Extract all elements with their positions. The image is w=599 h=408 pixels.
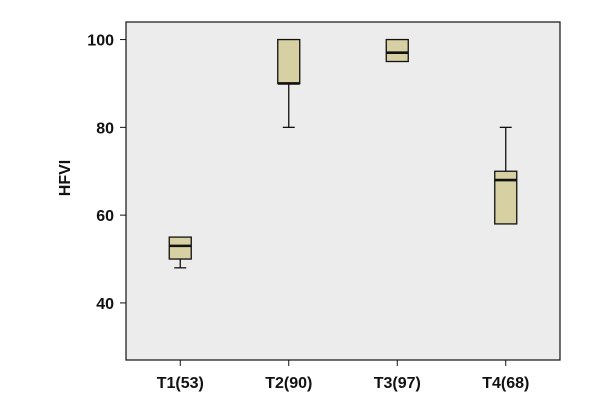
box-body [168,236,192,260]
y-tick-label: 100 [87,33,114,50]
x-axis: T1(53) T2(90) T3(97) T4(68) [157,360,529,392]
box-body [494,170,518,225]
plot-area [125,21,561,361]
box-4 [494,126,518,225]
y-tick-label: 80 [96,120,114,137]
y-axis: 40 60 80 100 [87,33,126,313]
y-tick-label: 60 [96,208,114,225]
x-tick-label: T4(68) [482,375,529,392]
box-3 [385,38,409,63]
y-axis-title: HFVI [57,160,74,196]
box-1 [168,236,192,269]
boxes-group [168,38,518,269]
x-tick-label: T3(97) [374,375,421,392]
x-tick-label: T1(53) [157,375,204,392]
box-body [385,38,409,63]
box-2 [277,38,301,129]
box-body [277,38,301,85]
x-tick-label: T2(90) [265,375,312,392]
y-tick-label: 40 [96,296,114,313]
